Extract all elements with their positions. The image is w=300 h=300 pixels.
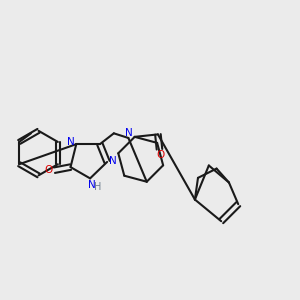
Text: N: N [110, 156, 117, 166]
Text: N: N [88, 180, 95, 190]
Text: N: N [125, 128, 133, 138]
Text: N: N [67, 137, 75, 147]
Text: O: O [156, 150, 164, 160]
Text: O: O [44, 165, 52, 175]
Text: H: H [94, 182, 101, 192]
